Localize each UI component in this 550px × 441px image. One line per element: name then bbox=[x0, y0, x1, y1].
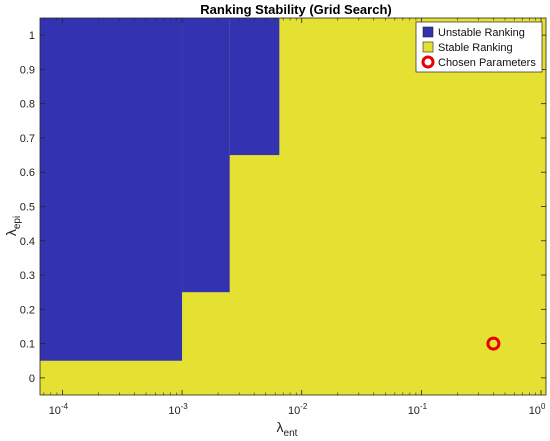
y-tick-label: 0.5 bbox=[20, 202, 35, 214]
y-tick-label: 0.2 bbox=[20, 304, 35, 316]
x-tick-label-exp: -2 bbox=[300, 402, 308, 411]
y-axis-label: λepi bbox=[3, 216, 23, 236]
chart-title: Ranking Stability (Grid Search) bbox=[200, 2, 391, 17]
x-tick-label: 10-1 bbox=[408, 402, 428, 417]
unstable-region-2 bbox=[182, 18, 230, 293]
unstable-region-1 bbox=[40, 18, 183, 361]
x-axis-label: λent bbox=[277, 419, 298, 439]
y-tick-label: 0.6 bbox=[20, 167, 35, 179]
x-tick-label: 10-2 bbox=[288, 402, 308, 417]
y-tick-label: 0.1 bbox=[20, 339, 35, 351]
x-axis-label-base: λ bbox=[277, 419, 284, 435]
x-tick-label-base: 10 bbox=[168, 405, 180, 417]
y-tick-label: 0 bbox=[29, 373, 35, 385]
y-tick-label: 0.9 bbox=[20, 64, 35, 76]
svg-text:λent: λent bbox=[277, 419, 298, 439]
x-tick-label: 10-3 bbox=[168, 402, 188, 417]
y-tick-label: 0.4 bbox=[20, 236, 35, 248]
legend-label: Chosen Parameters bbox=[438, 57, 536, 69]
x-tick-label-exp: -4 bbox=[61, 402, 69, 411]
x-tick-label-exp: 0 bbox=[541, 402, 546, 411]
y-axis-ticks: 0 0.1 0.2 0.3 0.4 0.5 0.6 0.7 0.8 0.9 1 bbox=[20, 30, 546, 385]
legend-label: Unstable Ranking bbox=[438, 27, 525, 39]
legend-label: Stable Ranking bbox=[438, 42, 513, 54]
legend-item: Unstable Ranking bbox=[422, 26, 525, 39]
legend-item: Stable Ranking bbox=[422, 41, 513, 54]
x-tick-label-base: 10 bbox=[529, 405, 541, 417]
y-axis-label-sub: epi bbox=[12, 216, 23, 229]
legend: Unstable Ranking Stable Ranking Chosen Par… bbox=[415, 21, 543, 73]
y-tick-label: 0.3 bbox=[20, 270, 35, 282]
x-axis-label-sub: ent bbox=[284, 428, 298, 439]
x-tick-label-exp: -3 bbox=[181, 402, 189, 411]
legend-swatch-stable bbox=[422, 41, 434, 53]
chosen-parameters-marker bbox=[486, 336, 501, 351]
legend-swatch-unstable bbox=[422, 26, 434, 38]
chosen-parameters-marker-layer bbox=[486, 336, 501, 351]
unstable-region-3 bbox=[229, 18, 280, 156]
x-axis-ticks: 10-4 10-3 10-2 10-1 100 bbox=[43, 18, 546, 417]
x-tick-label-base: 10 bbox=[408, 405, 420, 417]
x-tick-label: 10-4 bbox=[49, 402, 69, 417]
x-tick-label: 100 bbox=[529, 402, 546, 417]
y-axis-label-base: λ bbox=[3, 229, 19, 236]
legend-box bbox=[415, 21, 543, 73]
y-tick-label: 1 bbox=[29, 30, 35, 42]
unstable-regions bbox=[40, 18, 280, 361]
y-tick-label: 0.8 bbox=[20, 99, 35, 111]
x-tick-label-exp: -1 bbox=[420, 402, 428, 411]
legend-item: Chosen Parameters bbox=[421, 55, 536, 69]
svg-text:λepi: λepi bbox=[3, 216, 23, 236]
y-tick-label: 0.7 bbox=[20, 133, 35, 145]
x-tick-label-base: 10 bbox=[49, 405, 61, 417]
x-tick-label-base: 10 bbox=[288, 405, 300, 417]
legend-marker-swatch bbox=[421, 55, 435, 69]
